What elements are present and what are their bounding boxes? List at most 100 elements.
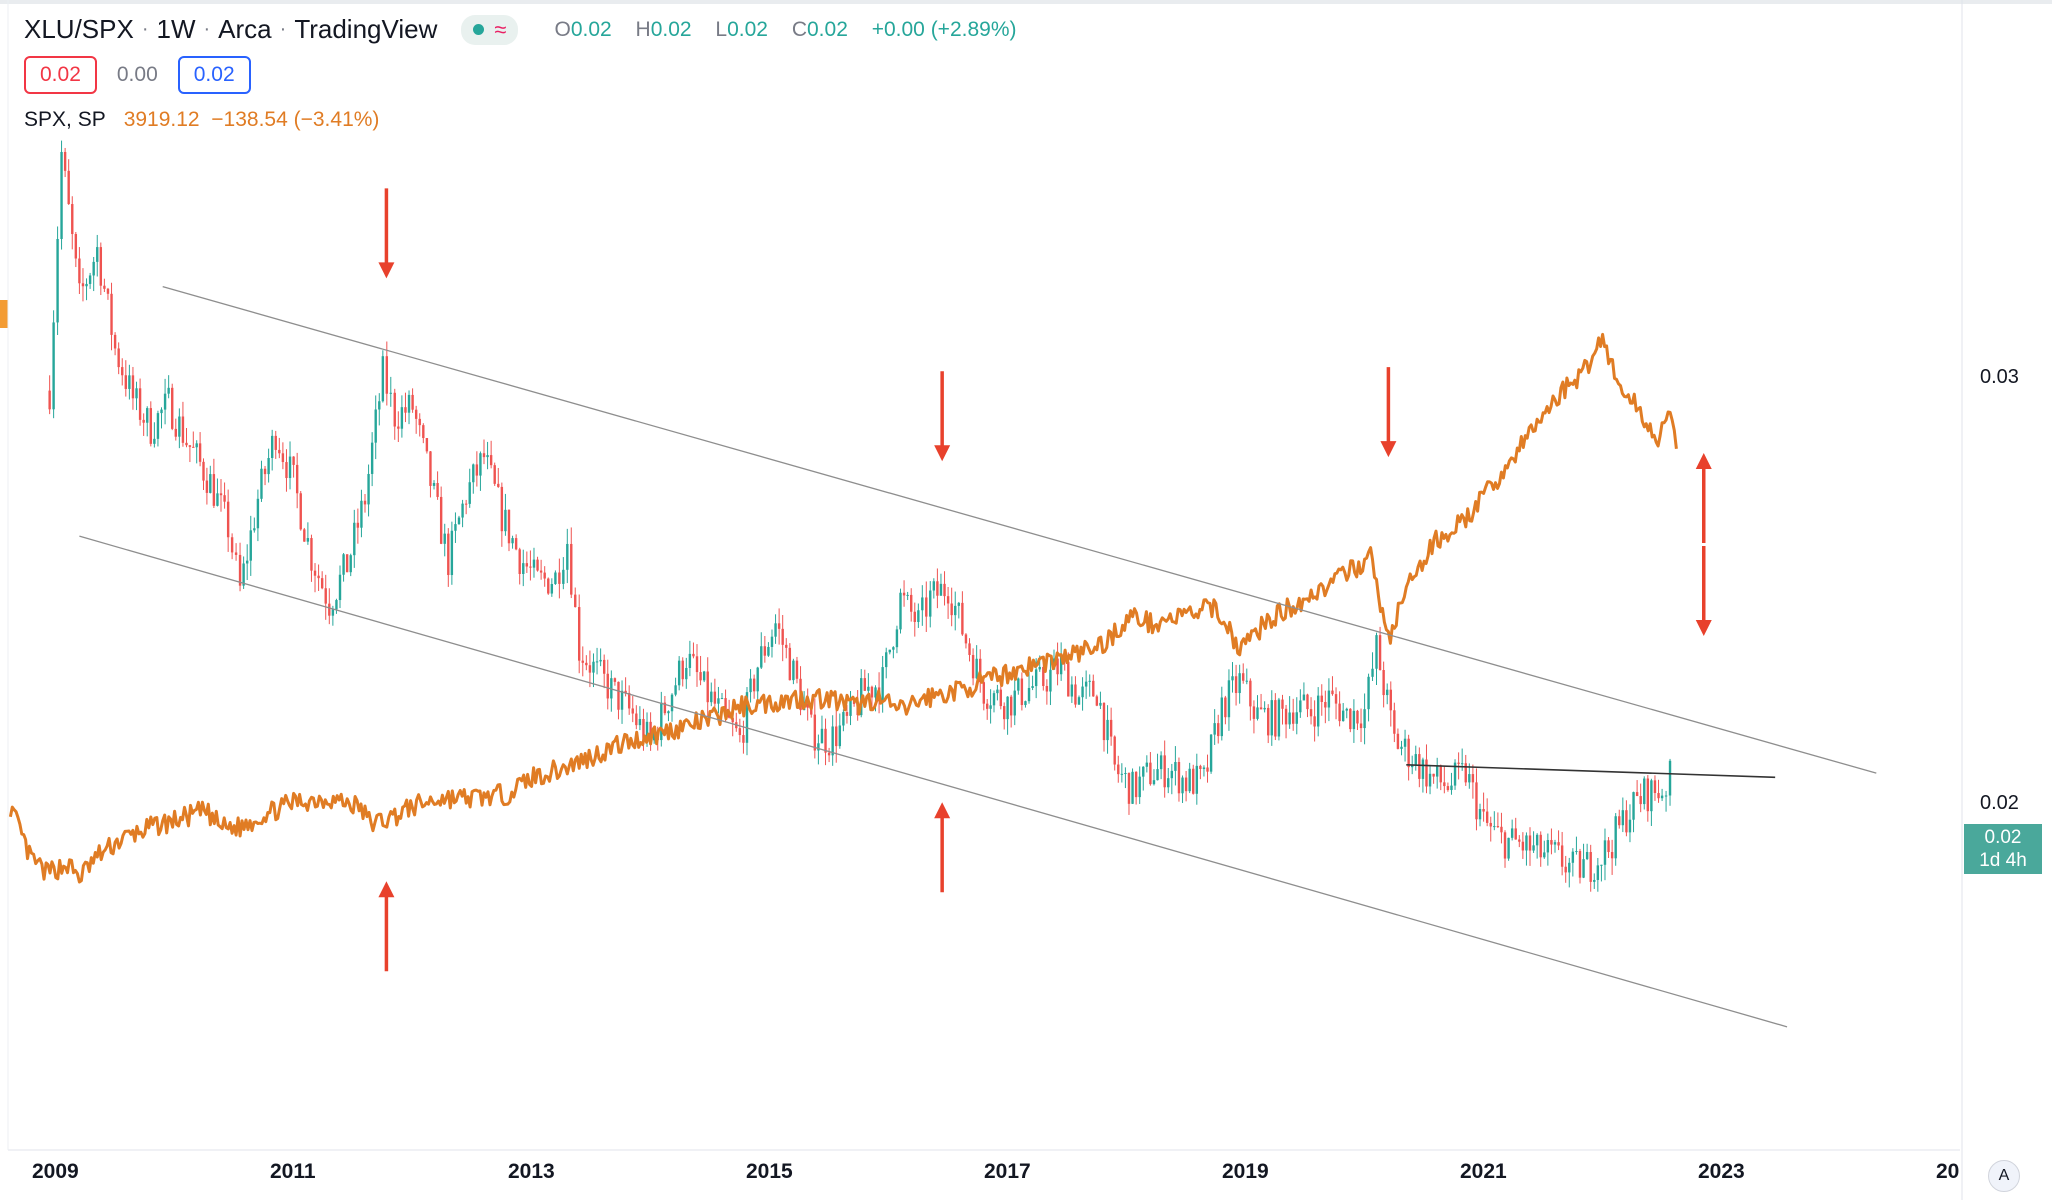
candle	[342, 553, 345, 582]
candle-body	[1411, 765, 1414, 768]
candle	[578, 594, 581, 674]
candle	[1345, 707, 1348, 719]
symbol-name[interactable]: XLU/SPX	[24, 14, 134, 44]
candle-body	[1425, 759, 1428, 787]
candle	[588, 650, 592, 688]
candle-body	[525, 563, 529, 567]
candle-body	[363, 500, 367, 505]
buy-price-box[interactable]: 0.02	[177, 56, 251, 94]
trend-line	[1406, 764, 1776, 779]
drawings-layer	[79, 188, 1877, 1028]
candle-body	[504, 509, 507, 532]
candle-body	[60, 151, 63, 239]
candle-body	[1496, 826, 1500, 828]
overlay-symbol[interactable]: SPX, SP	[24, 108, 106, 131]
candle	[1639, 783, 1642, 813]
candle	[110, 282, 113, 351]
candle	[1074, 676, 1077, 708]
candle-body	[562, 569, 565, 584]
sell-price-box[interactable]: 0.02	[24, 56, 97, 94]
candle-body	[606, 673, 609, 699]
candle	[996, 684, 999, 701]
candle	[1443, 766, 1446, 794]
candle-body	[536, 559, 539, 571]
candle-body	[174, 428, 177, 437]
candle-body	[874, 687, 877, 698]
candle-body	[1389, 689, 1392, 711]
candle-body	[1095, 696, 1099, 706]
candle	[558, 558, 561, 599]
candle-body	[1149, 762, 1152, 785]
candle-body	[63, 151, 67, 171]
candle	[81, 268, 85, 302]
overlay-price: 3919.12	[123, 108, 200, 131]
candle	[163, 378, 167, 425]
candle	[1020, 672, 1024, 711]
candle	[313, 563, 317, 593]
candle-body	[813, 714, 817, 751]
candle	[195, 440, 198, 464]
candle	[950, 587, 953, 627]
candle	[464, 499, 468, 515]
candle-body	[706, 671, 709, 703]
candle	[602, 654, 606, 689]
candle-body	[113, 334, 117, 349]
candle-body	[574, 594, 577, 608]
candle	[1500, 812, 1503, 844]
candle	[353, 509, 356, 568]
candle	[913, 602, 916, 637]
candle	[1145, 755, 1149, 773]
candle	[60, 140, 63, 250]
market-status-pill[interactable]: ≈	[461, 14, 519, 45]
candle-body	[760, 646, 763, 668]
candle-body	[902, 592, 906, 596]
interval-label[interactable]: 1W	[156, 14, 196, 44]
candle-body	[1464, 763, 1467, 783]
candle-body	[450, 530, 454, 576]
candle-body	[1593, 879, 1596, 882]
candle-body	[638, 718, 642, 726]
candle	[85, 278, 88, 301]
candle-body	[260, 468, 263, 499]
candle-body	[274, 435, 277, 450]
candle-body	[1324, 701, 1327, 708]
candle	[181, 401, 185, 447]
candle-body	[820, 728, 824, 744]
candle	[720, 692, 724, 700]
candle	[1009, 694, 1013, 728]
candle	[824, 718, 827, 766]
candle	[482, 439, 486, 465]
candle	[226, 489, 230, 552]
auto-scale-button[interactable]: A	[1988, 1160, 2020, 1192]
candle	[1635, 780, 1639, 797]
candle	[1017, 677, 1020, 695]
candle-body	[720, 698, 724, 700]
candle-body	[320, 578, 324, 589]
open-value: 0.02	[570, 17, 612, 41]
candle-body	[1614, 816, 1617, 859]
candle	[356, 508, 360, 544]
candle	[795, 656, 799, 684]
candle	[1386, 683, 1389, 705]
candle-body	[99, 247, 103, 286]
candle-body	[1234, 676, 1238, 694]
candle-body	[885, 652, 888, 668]
candle-body	[738, 728, 742, 736]
candle	[1600, 864, 1603, 882]
candle	[964, 633, 968, 649]
candle-body	[824, 728, 827, 753]
candle-body	[1407, 738, 1410, 768]
candle	[660, 691, 663, 747]
candle	[1610, 839, 1614, 875]
top-border	[0, 0, 2052, 4]
candle-body	[1352, 710, 1356, 730]
candle-body	[1009, 696, 1013, 716]
candle-body	[892, 647, 895, 650]
candle-body	[389, 392, 392, 394]
candle	[1607, 837, 1610, 858]
candle	[1664, 790, 1668, 812]
candle	[1174, 746, 1177, 786]
candle-body	[1603, 840, 1607, 865]
ohlc-values: O0.02 H0.02 L0.02 C0.02 +0.00 (+2.89%)	[554, 17, 1017, 41]
